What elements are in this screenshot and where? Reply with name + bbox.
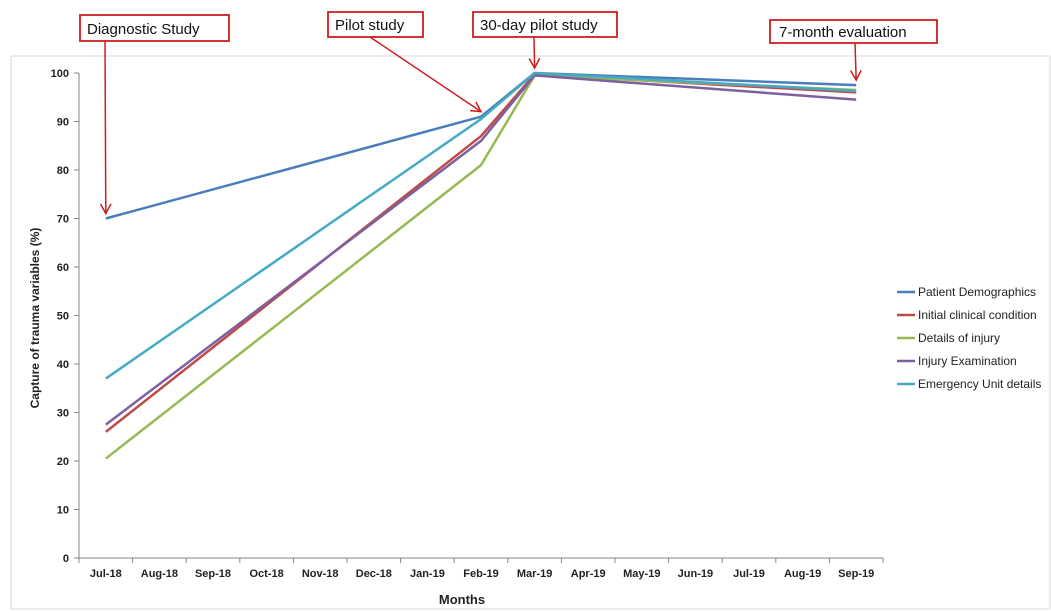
y-tick-label: 0: [63, 553, 69, 565]
annotation-label: Diagnostic Study: [87, 21, 200, 38]
x-tick-label: Jun-19: [678, 568, 713, 580]
annotation-box: [472, 11, 618, 38]
x-tick-label: Aug-19: [784, 568, 821, 580]
x-tick-label: Mar-19: [517, 568, 552, 580]
series-lines: [105, 71, 857, 460]
x-tick-label: Apr-19: [571, 568, 606, 580]
y-tick-label: 20: [57, 456, 69, 468]
x-tick-label: Jul-18: [90, 568, 122, 580]
legend-label: Injury Examination: [918, 354, 1017, 368]
annotation-arrowhead: [469, 101, 483, 113]
legend-label: Patient Demographics: [918, 285, 1036, 299]
annotation-box: [327, 11, 424, 38]
annotation-arrow: [854, 42, 857, 81]
legend-label: Initial clinical condition: [918, 308, 1037, 322]
y-tick-label: 100: [51, 68, 69, 80]
x-tick-label: Nov-18: [302, 568, 339, 580]
y-tick-label: 90: [57, 117, 69, 129]
annotation-label: 30-day pilot study: [480, 17, 598, 34]
y-tick-label: 10: [57, 505, 69, 517]
y-tick-label: 60: [57, 262, 69, 274]
legend-label: Emergency Unit details: [918, 377, 1041, 391]
x-tick-label: Feb-19: [463, 568, 498, 580]
axes: 0 10 20 30 40 50 60 70 80 90 100 Jul-18 Aug-18 Sep-18…: [51, 68, 884, 580]
y-tick-label: 40: [57, 359, 69, 371]
series-line: [105, 71, 857, 380]
annotation-label: 7-month evaluation: [779, 24, 907, 41]
y-tick-label: 80: [57, 165, 69, 177]
x-tick-label: Sep-18: [195, 568, 231, 580]
y-tick-label: 50: [57, 311, 69, 323]
legend-label: Details of injury: [918, 331, 1000, 345]
annotations: Diagnostic Study Pilot study 30-day pilot …: [79, 11, 938, 216]
annotation-box: [769, 19, 938, 44]
annotation-label: Pilot study: [335, 17, 405, 34]
annotation-box: [79, 14, 230, 42]
x-axis-title: Months: [439, 592, 485, 607]
x-tick-label: Oct-18: [249, 568, 283, 580]
y-tick-label: 70: [57, 214, 69, 226]
annotation-arrowhead: [849, 69, 862, 82]
x-tick-label: Aug-18: [141, 568, 178, 580]
annotation-arrow: [533, 36, 536, 69]
series-line: [105, 74, 857, 426]
y-axis-title: Capture of trauma variables (%): [28, 228, 42, 409]
chart-area-border: [10, 55, 1051, 610]
y-tick-label: 30: [57, 408, 69, 420]
annotation-arrowhead: [528, 57, 541, 70]
x-tick-label: Jul-19: [733, 568, 765, 580]
x-tick-label: Dec-18: [356, 568, 392, 580]
legend: Patient Demographics Initial clinical con…: [897, 285, 1041, 391]
annotation-arrowhead: [99, 203, 112, 216]
annotation-arrow: [104, 40, 107, 214]
annotation-arrow: [369, 36, 482, 113]
x-tick-label: Sep-19: [838, 568, 874, 580]
x-tick-label: May-19: [623, 568, 660, 580]
x-tick-label: Jan-19: [410, 568, 445, 580]
